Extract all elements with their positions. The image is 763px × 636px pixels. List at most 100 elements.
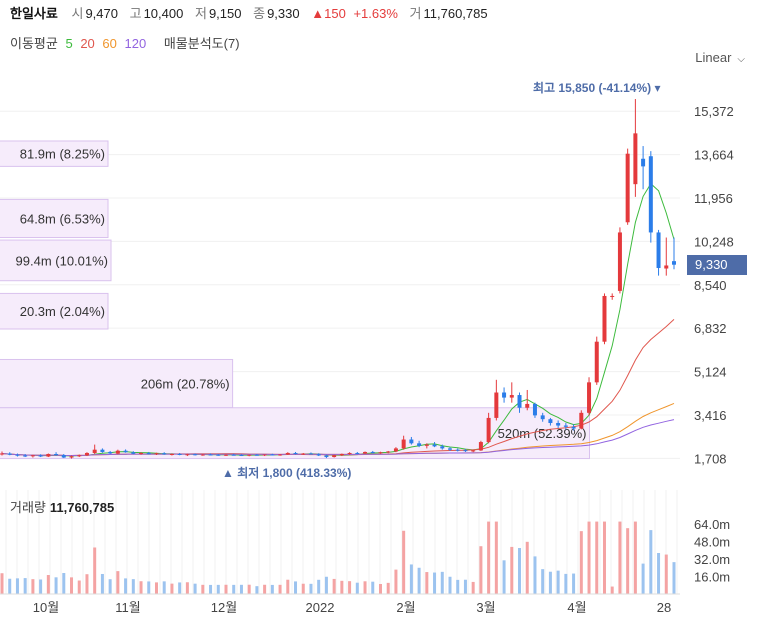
volume-bar — [309, 583, 313, 594]
candle-body — [293, 452, 298, 454]
candle-body — [401, 439, 406, 449]
candle-body — [587, 382, 592, 413]
candle-body — [239, 455, 244, 457]
candle-body — [193, 454, 198, 456]
candle-body — [617, 232, 622, 291]
ma-5-label[interactable]: 5 — [65, 36, 73, 51]
volume-bar — [556, 570, 560, 594]
volume-bar — [224, 584, 228, 594]
volume-bar — [124, 578, 128, 594]
volume-bar — [31, 579, 35, 594]
ma-120-line — [1, 419, 675, 457]
candle-body — [517, 395, 522, 408]
volume-bar — [649, 530, 653, 594]
volume-panel-label: 거래량 — [10, 500, 46, 515]
candle-body — [393, 448, 398, 452]
volume-bar — [15, 578, 19, 594]
volume-bar — [332, 578, 336, 594]
x-axis: 10월 11월 12월 2022 2월 3월 4월 28 — [0, 593, 680, 615]
volume-bar — [487, 521, 491, 594]
volume-bar — [355, 582, 359, 594]
volume-bar — [641, 563, 645, 594]
candle-body — [247, 454, 252, 456]
candle-body — [448, 448, 452, 450]
volume-bar — [587, 521, 591, 594]
candle-body — [494, 392, 499, 418]
volume-bar — [108, 579, 112, 594]
candle-body — [563, 425, 568, 427]
candle-body — [455, 449, 460, 451]
volume-bar — [62, 573, 66, 594]
volume-bar — [610, 586, 614, 594]
candle-body — [100, 449, 105, 452]
volume-bar — [216, 584, 220, 594]
volume-bar — [239, 584, 243, 594]
candle-body — [146, 452, 151, 455]
moving-average-legend: 이동평균 5 20 60 120 매물분석도(7) — [10, 33, 244, 52]
volume-bar — [348, 581, 352, 594]
candle-body — [316, 454, 321, 456]
volume-bar — [402, 530, 406, 594]
candle-body — [417, 443, 422, 446]
y-axis: 15,372 13,664 11,956 10,248 8,540 6,832 5,124 3… — [694, 104, 734, 466]
candle-body — [548, 419, 553, 423]
volume-bar — [494, 521, 498, 594]
scale-selector[interactable]: Linear ⌵ — [695, 50, 745, 65]
volume-bar — [471, 581, 475, 594]
close-value: 9,330 — [267, 6, 300, 21]
volume-bar — [263, 584, 267, 594]
volume-bar — [664, 554, 668, 594]
y-tick-label: 13,664 — [694, 148, 734, 163]
candle-body — [108, 451, 113, 454]
x-tick-label: 2022 — [306, 600, 335, 615]
volume-bar — [54, 577, 58, 594]
candle-body — [30, 455, 35, 457]
change-arrow-icon: ▲ — [311, 6, 325, 21]
volume-bar — [371, 581, 375, 594]
volume-bar — [479, 546, 483, 594]
candle-body — [339, 453, 344, 456]
candle-body — [61, 455, 66, 458]
volume-profile-label: 206m (20.78%) — [141, 377, 230, 392]
candle-body — [502, 392, 507, 398]
volume-profile-bar — [0, 140, 109, 167]
candle-body — [347, 452, 352, 454]
ma-120-label[interactable]: 120 — [124, 36, 147, 51]
y-tick-label: 10,248 — [694, 234, 734, 249]
candle-body — [115, 450, 120, 454]
candle-body — [440, 446, 445, 449]
y-tick-label: 5,124 — [694, 365, 727, 380]
volume-bar — [518, 548, 522, 594]
ma-60-label[interactable]: 60 — [102, 36, 117, 51]
x-tick-label: 28 — [657, 600, 671, 615]
volume-profile-toggle[interactable]: 매물분석도(7) — [163, 36, 240, 51]
candle-body — [208, 454, 213, 456]
candle-body — [332, 455, 337, 458]
volume-profile-bar — [0, 292, 109, 330]
volume-bar — [525, 541, 529, 594]
volume-profile-bar — [0, 239, 112, 282]
y-tick-label: 15,372 — [694, 104, 734, 119]
candle-body — [131, 452, 136, 454]
volume-bar — [602, 521, 606, 594]
candle-body — [262, 454, 267, 456]
change-pct: +1.63% — [353, 6, 398, 21]
candle-body — [532, 403, 537, 416]
candle-body — [672, 261, 676, 265]
candle-body — [254, 454, 259, 456]
candle-body — [231, 454, 236, 456]
volume-bar — [154, 582, 158, 594]
volume-bar — [626, 528, 630, 594]
candle-body — [185, 454, 190, 456]
candle-body — [54, 453, 59, 456]
candle-body — [633, 133, 638, 185]
candle-body — [15, 454, 20, 456]
ma-20-label[interactable]: 20 — [80, 36, 95, 51]
candle-body — [301, 453, 306, 455]
volume-bar — [301, 583, 305, 594]
candle-body — [602, 295, 607, 342]
volume-bars: 64.0m 48.0m 32.0m 16.0m — [0, 488, 730, 594]
volume-tick-label: 48.0m — [694, 534, 730, 549]
scale-label: Linear — [695, 50, 732, 65]
volume-bar — [0, 573, 4, 594]
